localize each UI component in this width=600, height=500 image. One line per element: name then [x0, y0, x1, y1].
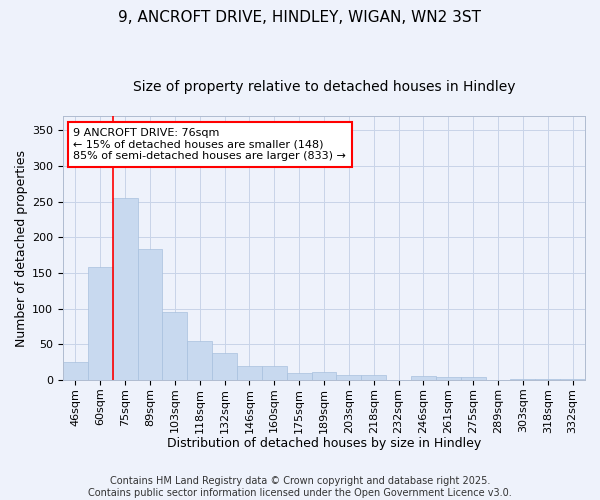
Bar	[311, 372, 337, 380]
Bar	[63, 362, 88, 380]
Bar	[187, 341, 212, 380]
Y-axis label: Number of detached properties: Number of detached properties	[15, 150, 28, 346]
Bar	[88, 268, 113, 380]
Bar	[262, 366, 287, 380]
Bar	[212, 353, 237, 380]
Bar	[560, 378, 585, 380]
Title: Size of property relative to detached houses in Hindley: Size of property relative to detached ho…	[133, 80, 515, 94]
Bar	[511, 378, 535, 380]
Bar	[436, 376, 461, 380]
Bar	[163, 312, 187, 380]
Bar	[237, 366, 262, 380]
Text: Contains HM Land Registry data © Crown copyright and database right 2025.
Contai: Contains HM Land Registry data © Crown c…	[88, 476, 512, 498]
Bar	[535, 378, 560, 380]
Bar	[411, 376, 436, 380]
Bar	[287, 373, 311, 380]
Bar	[461, 376, 485, 380]
Bar	[113, 198, 137, 380]
Bar	[137, 248, 163, 380]
Bar	[337, 375, 361, 380]
Bar	[361, 375, 386, 380]
X-axis label: Distribution of detached houses by size in Hindley: Distribution of detached houses by size …	[167, 437, 481, 450]
Text: 9 ANCROFT DRIVE: 76sqm
← 15% of detached houses are smaller (148)
85% of semi-de: 9 ANCROFT DRIVE: 76sqm ← 15% of detached…	[73, 128, 346, 161]
Text: 9, ANCROFT DRIVE, HINDLEY, WIGAN, WN2 3ST: 9, ANCROFT DRIVE, HINDLEY, WIGAN, WN2 3S…	[119, 10, 482, 25]
